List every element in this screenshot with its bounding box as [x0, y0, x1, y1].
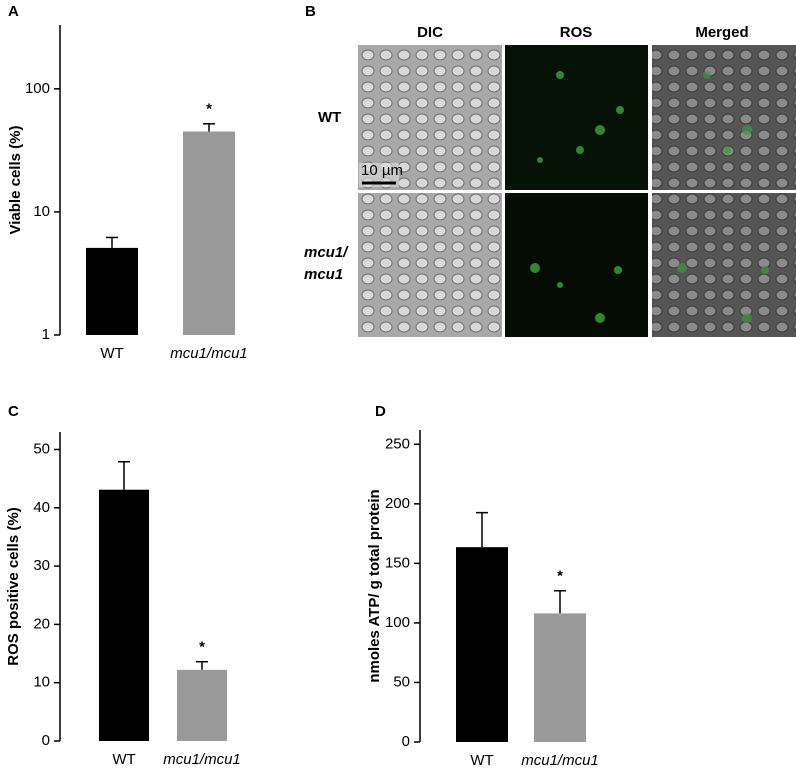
- merged-fluorescence: [677, 71, 769, 323]
- panel-label: C: [8, 403, 19, 420]
- micrograph: [652, 193, 796, 337]
- row-label: mcu1/: [304, 244, 349, 261]
- panel-label: B: [305, 3, 316, 20]
- y-tick-label: 0: [42, 732, 50, 749]
- bar: [177, 669, 227, 741]
- y-tick-label: 100: [25, 80, 50, 97]
- micrograph: [505, 193, 648, 337]
- y-tick-label: 20: [33, 615, 50, 632]
- bar: [99, 489, 149, 741]
- micrograph: [652, 45, 796, 190]
- bar: [456, 547, 508, 742]
- significance: *: [206, 101, 212, 118]
- y-tick-label: 50: [393, 673, 410, 690]
- y-tick-label: 40: [33, 499, 50, 516]
- x-tick-label: WT: [112, 751, 135, 768]
- column-label: DIC: [417, 24, 443, 41]
- x-tick-label: mcu1/mcu1: [521, 752, 599, 769]
- micrograph: [358, 193, 502, 337]
- y-tick-label: 10: [33, 203, 50, 220]
- y-tick-label: 30: [33, 557, 50, 574]
- panel-label: A: [8, 3, 19, 20]
- y-tick-label: 50: [33, 440, 50, 457]
- x-tick-label: mcu1/mcu1: [170, 345, 248, 362]
- bar: [534, 613, 586, 742]
- bar: [86, 247, 138, 335]
- row-label: WT: [318, 109, 341, 126]
- y-tick-label: 10: [33, 674, 50, 691]
- panel-b: B DIC ROS Merged WT mcu1/ mcu1 10 µm: [304, 3, 796, 337]
- y-tick-label: 250: [385, 435, 410, 452]
- x-tick-label: WT: [100, 345, 123, 362]
- column-label: ROS: [560, 24, 593, 41]
- panel-label: D: [375, 403, 386, 420]
- bar: [183, 131, 235, 335]
- x-tick-label: WT: [470, 752, 493, 769]
- y-tick-label: 0: [402, 733, 410, 750]
- y-tick-label: 200: [385, 495, 410, 512]
- y-axis-label: nmoles ATP/ g total protein: [366, 489, 383, 682]
- scale-bar-label: 10 µm: [361, 162, 403, 179]
- y-tick-label: 100: [385, 614, 410, 631]
- micrograph: [505, 45, 648, 190]
- y-tick-label: 150: [385, 554, 410, 571]
- fluorescent-cells: [530, 71, 624, 323]
- y-axis-label: Viable cells (%): [7, 126, 24, 235]
- y-axis-label: ROS positive cells (%): [5, 507, 22, 665]
- row-label: mcu1: [304, 266, 343, 283]
- significance: *: [199, 639, 205, 656]
- column-label: Merged: [695, 24, 748, 41]
- x-tick-label: mcu1/mcu1: [163, 751, 241, 768]
- y-tick-label: 1: [42, 326, 50, 343]
- significance: *: [557, 568, 563, 585]
